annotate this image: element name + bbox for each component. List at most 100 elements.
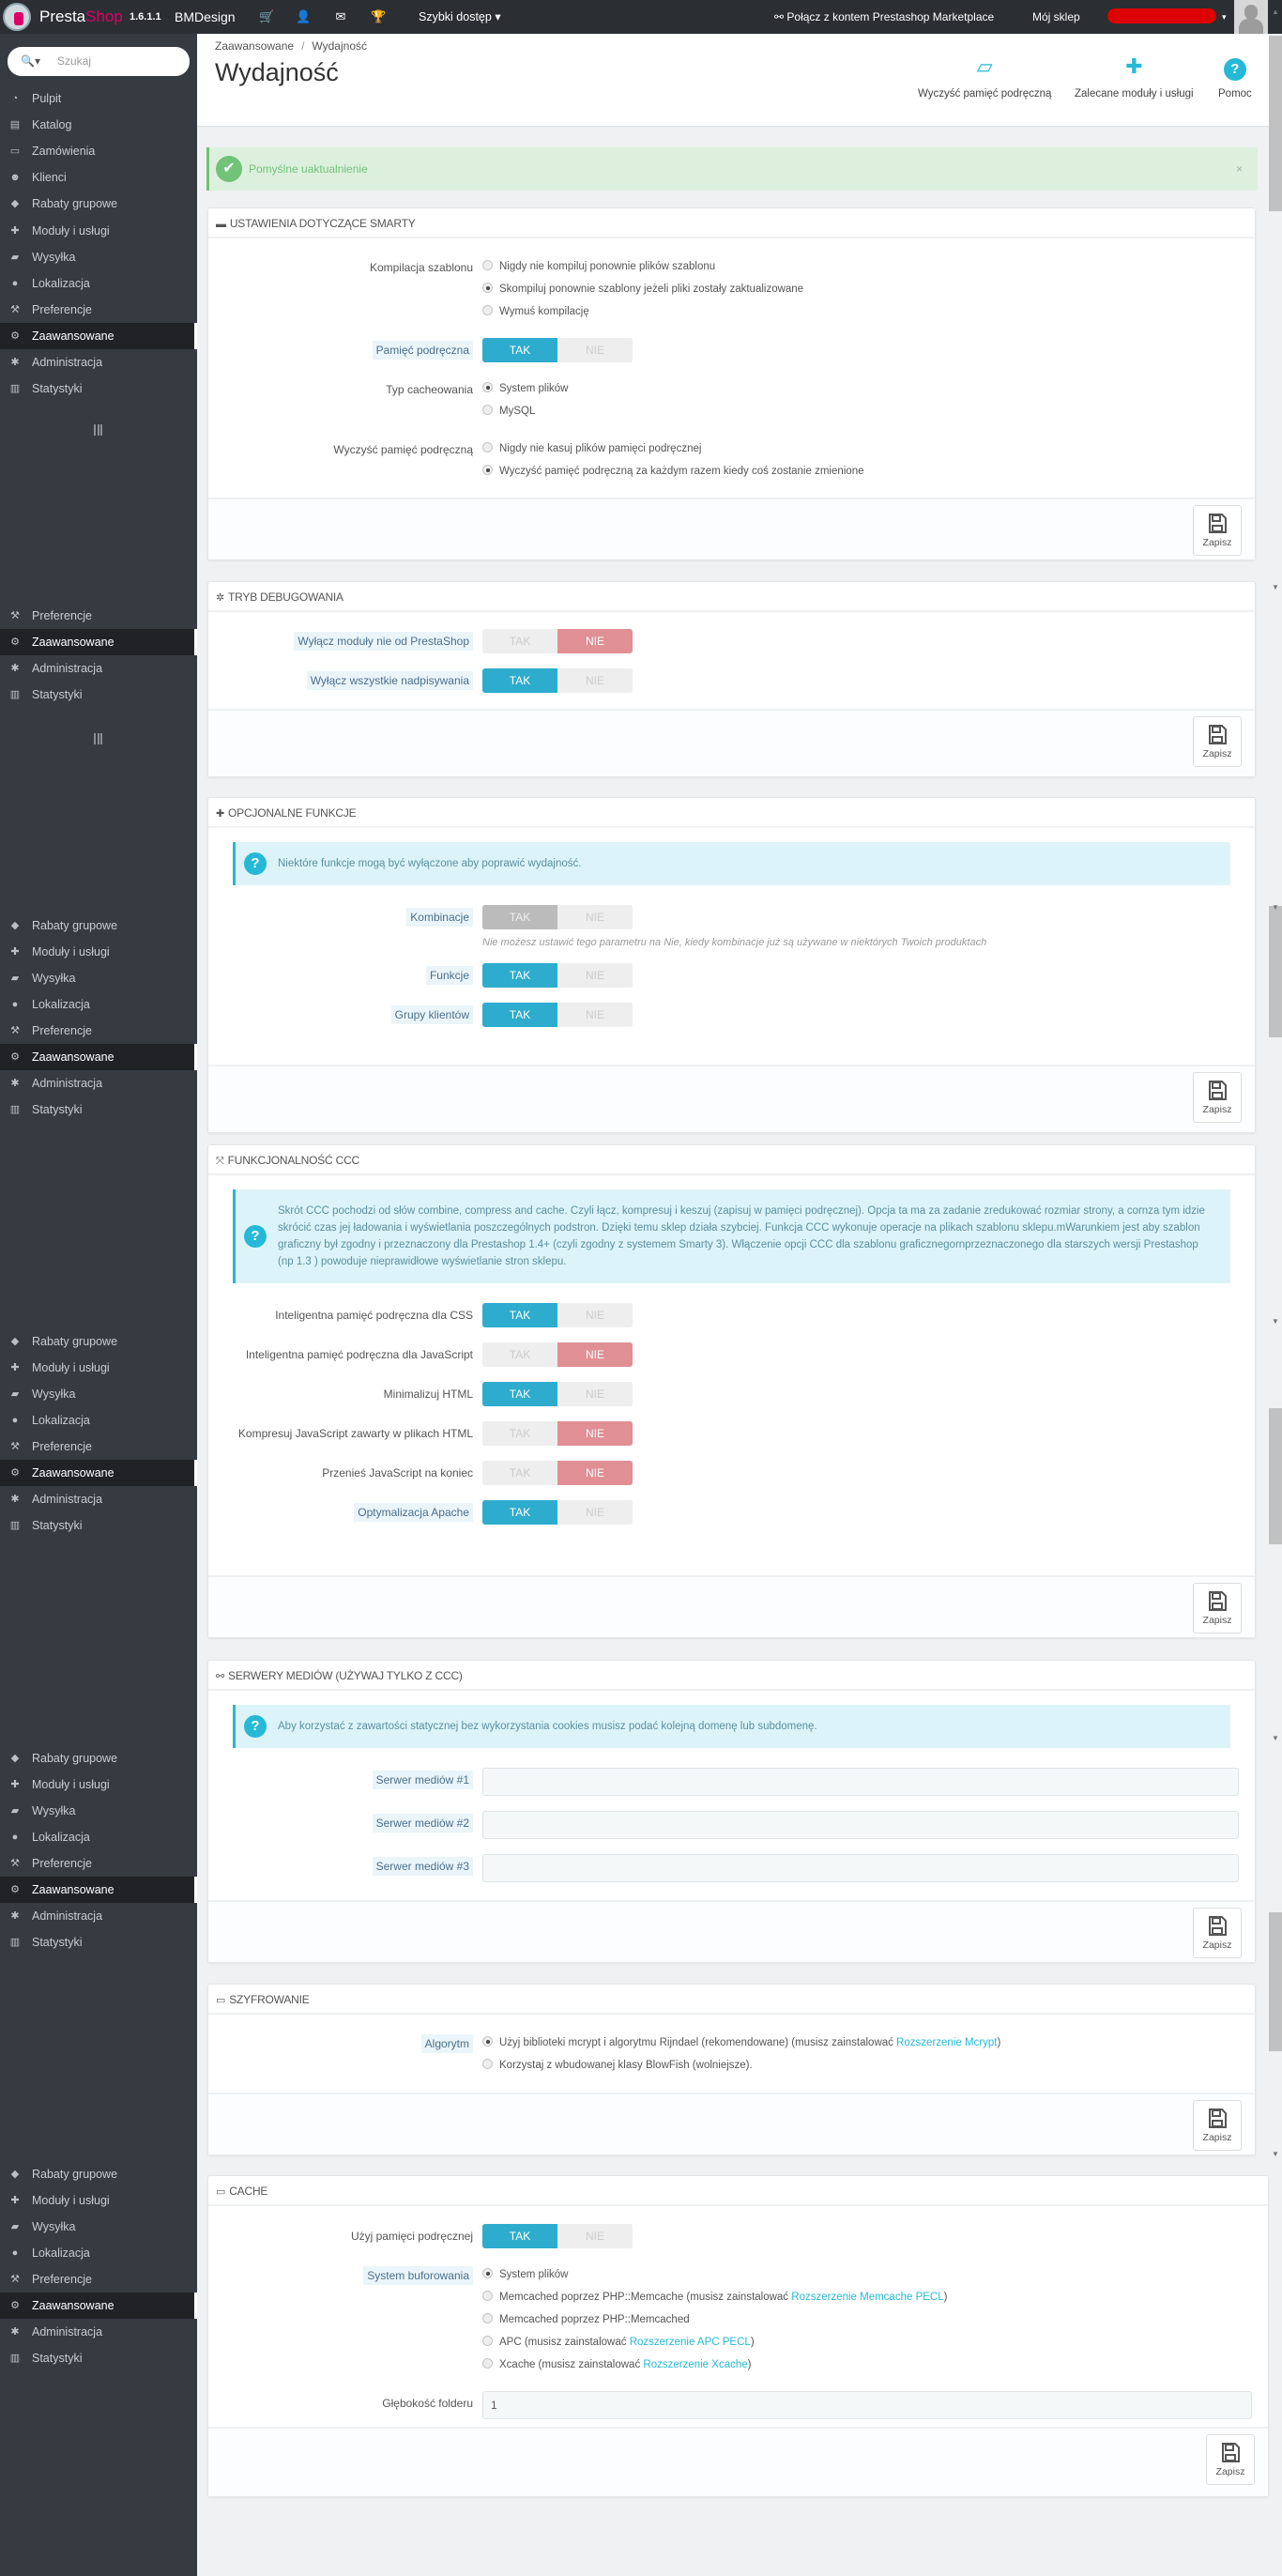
- label-tooltip[interactable]: Grupy klientów: [390, 1005, 473, 1024]
- scrollbar-thumb[interactable]: [1269, 906, 1282, 1037]
- radio-option[interactable]: Skompiluj ponownie szablony jeżeli pliki…: [482, 278, 1255, 300]
- redacted-employee-name[interactable]: [1107, 8, 1216, 23]
- scrollbar-thumb[interactable]: [1269, 1408, 1282, 1544]
- radio-unchecked[interactable]: [482, 260, 493, 270]
- sidebar-item-administracja[interactable]: ✱ Administracja: [0, 655, 197, 682]
- shop-name[interactable]: BMDesign: [175, 9, 236, 24]
- sidebar-item-rabaty-grupowe[interactable]: ◆ Rabaty grupowe: [0, 191, 197, 217]
- yes-no-switch[interactable]: TAK NIE: [482, 1500, 633, 1525]
- radio-option[interactable]: Xcache (musisz zainstalować Rozszerzenie…: [482, 2354, 1268, 2376]
- sidebar-item-administracja[interactable]: ✱ Administracja: [0, 2319, 197, 2345]
- sidebar-item-statystyki[interactable]: ▥ Statystyki: [0, 1929, 197, 1955]
- quick-access-menu[interactable]: Szybki dostęp ▾: [419, 0, 501, 34]
- radio-option[interactable]: System plików: [482, 377, 1255, 400]
- sidebar-item-administracja[interactable]: ✱ Administracja: [0, 1070, 197, 1096]
- my-shop-link[interactable]: Mój sklep: [1032, 10, 1080, 23]
- sidebar-resize-handle[interactable]: [94, 733, 102, 744]
- scroll-down-arrow-icon[interactable]: ▼: [1272, 903, 1279, 912]
- radio-unchecked[interactable]: [482, 2358, 493, 2369]
- yes-no-switch[interactable]: TAK NIE: [482, 1342, 633, 1367]
- radio-checked[interactable]: [482, 283, 493, 293]
- save-button[interactable]: Zapisz: [1206, 2434, 1255, 2485]
- yes-no-switch[interactable]: TAK NIE: [482, 2224, 633, 2248]
- sidebar-item-preferencje[interactable]: ⚒ Preferencje: [0, 1850, 197, 1877]
- switch-yes[interactable]: TAK: [482, 2224, 557, 2248]
- sidebar-item-rabaty-grupowe[interactable]: ◆ Rabaty grupowe: [0, 1328, 197, 1355]
- save-button[interactable]: Zapisz: [1193, 716, 1242, 767]
- close-alert-button[interactable]: ×: [1235, 162, 1243, 176]
- sidebar-item-preferencje[interactable]: ⚒ Preferencje: [0, 603, 197, 629]
- sidebar-item-zaawansowane[interactable]: ⚙ Zaawansowane: [0, 2292, 197, 2319]
- sidebar-item-wysyłka[interactable]: ▰ Wysyłka: [0, 244, 197, 270]
- trophy-icon[interactable]: 🏆: [371, 9, 387, 23]
- sidebar-item-statystyki[interactable]: ▥ Statystyki: [0, 682, 197, 708]
- sidebar-item-administracja[interactable]: ✱ Administracja: [0, 1903, 197, 1929]
- sidebar-item-lokalizacja[interactable]: ● Lokalizacja: [0, 1407, 197, 1434]
- yes-no-switch[interactable]: TAK NIE: [482, 338, 633, 362]
- switch-no[interactable]: NIE: [557, 1461, 633, 1485]
- sidebar-item-klienci[interactable]: ☻ Klienci: [0, 164, 197, 191]
- text-input[interactable]: 1: [482, 2391, 1252, 2419]
- extension-link[interactable]: Rozszerzenie Mcrypt: [896, 2037, 998, 2048]
- sidebar-item-administracja[interactable]: ✱ Administracja: [0, 1486, 197, 1512]
- text-input[interactable]: [482, 1811, 1239, 1839]
- cart-icon[interactable]: 🛒: [259, 9, 275, 23]
- switch-yes[interactable]: TAK: [482, 1500, 557, 1525]
- switch-yes[interactable]: TAK: [482, 629, 557, 653]
- brand-name[interactable]: PrestaShop: [39, 0, 123, 34]
- save-button[interactable]: Zapisz: [1193, 505, 1242, 556]
- sidebar-item-pulpit[interactable]: ◔ Pulpit: [0, 85, 197, 112]
- sidebar-item-wysyłka[interactable]: ▰ Wysyłka: [0, 965, 197, 991]
- sidebar-item-moduły-i-usługi[interactable]: ✚ Moduły i usługi: [0, 1355, 197, 1381]
- sidebar-search[interactable]: 🔍▾ Szukaj: [8, 47, 190, 76]
- yes-no-switch[interactable]: TAK NIE: [482, 629, 633, 653]
- radio-unchecked[interactable]: [482, 442, 493, 452]
- save-button[interactable]: Zapisz: [1193, 1072, 1242, 1123]
- sidebar-item-moduły-i-usługi[interactable]: ✚ Moduły i usługi: [0, 1771, 197, 1798]
- label-tooltip[interactable]: Pamięć podręczna: [372, 341, 473, 360]
- save-button[interactable]: Zapisz: [1193, 1583, 1242, 1633]
- sidebar-item-preferencje[interactable]: ⚒ Preferencje: [0, 1018, 197, 1044]
- switch-no[interactable]: NIE: [557, 2224, 633, 2248]
- radio-unchecked[interactable]: [482, 305, 493, 315]
- sidebar-item-zaawansowane[interactable]: ⚙ Zaawansowane: [0, 1877, 197, 1903]
- switch-no[interactable]: NIE: [557, 1342, 633, 1367]
- recommended-modules-button[interactable]: ✚ Zalecane moduły i usługi: [1075, 54, 1194, 100]
- breadcrumb-item[interactable]: Zaawansowane: [215, 39, 295, 53]
- sidebar-item-preferencje[interactable]: ⚒ Preferencje: [0, 297, 197, 323]
- radio-unchecked[interactable]: [482, 2313, 493, 2323]
- switch-no[interactable]: NIE: [557, 1003, 633, 1027]
- switch-no[interactable]: NIE: [557, 1382, 633, 1406]
- label-tooltip[interactable]: System buforowania: [363, 2266, 473, 2285]
- sidebar-item-administracja[interactable]: ✱ Administracja: [0, 349, 197, 376]
- sidebar-item-zaawansowane[interactable]: ⚙ Zaawansowane: [0, 1044, 197, 1070]
- sidebar-item-zaawansowane[interactable]: ⚙ Zaawansowane: [0, 1460, 197, 1486]
- switch-yes[interactable]: TAK: [482, 668, 557, 693]
- switch-no[interactable]: NIE: [557, 1303, 633, 1327]
- label-tooltip[interactable]: Serwer mediów #3: [372, 1857, 473, 1876]
- yes-no-switch[interactable]: TAK NIE: [482, 668, 633, 693]
- sidebar-item-wysyłka[interactable]: ▰ Wysyłka: [0, 1798, 197, 1824]
- scroll-up-arrow-icon[interactable]: ▲: [1272, 8, 1279, 16]
- yes-no-switch[interactable]: TAK NIE: [482, 1382, 633, 1406]
- label-tooltip[interactable]: Kombinacje: [406, 908, 473, 927]
- marketplace-link[interactable]: ⚯ Połącz z kontem Prestashop Marketplace: [774, 0, 994, 34]
- sidebar-item-statystyki[interactable]: ▥ Statystyki: [0, 376, 197, 402]
- clear-cache-button[interactable]: ▱ Wyczyść pamięć podręczną: [918, 54, 1051, 100]
- switch-yes[interactable]: TAK: [482, 1303, 557, 1327]
- sidebar-item-statystyki[interactable]: ▥ Statystyki: [0, 2345, 197, 2371]
- sidebar-item-wysyłka[interactable]: ▰ Wysyłka: [0, 2214, 197, 2240]
- radio-option[interactable]: MySQL: [482, 400, 1255, 422]
- radio-option[interactable]: Wyczyść pamięć podręczną za każdym razem…: [482, 460, 1255, 483]
- sidebar-item-rabaty-grupowe[interactable]: ◆ Rabaty grupowe: [0, 912, 197, 939]
- scroll-down-arrow-icon[interactable]: ▼: [1272, 583, 1279, 591]
- switch-yes[interactable]: TAK: [482, 1003, 557, 1027]
- radio-unchecked[interactable]: [482, 2336, 493, 2346]
- label-tooltip[interactable]: Wyłącz moduły nie od PrestaShop: [294, 632, 473, 651]
- radio-option[interactable]: Wymuś kompilację: [482, 300, 1255, 323]
- radio-option[interactable]: Użyj biblioteki mcrypt i algorytmu Rijnd…: [482, 2032, 1255, 2054]
- scroll-down-arrow-icon[interactable]: ▼: [1272, 2150, 1279, 2158]
- radio-option[interactable]: Nigdy nie kompiluj ponownie plików szabl…: [482, 255, 1255, 278]
- radio-option[interactable]: APC (musisz zainstalować Rozszerzenie AP…: [482, 2331, 1268, 2354]
- sidebar-item-katalog[interactable]: ▤ Katalog: [0, 112, 197, 138]
